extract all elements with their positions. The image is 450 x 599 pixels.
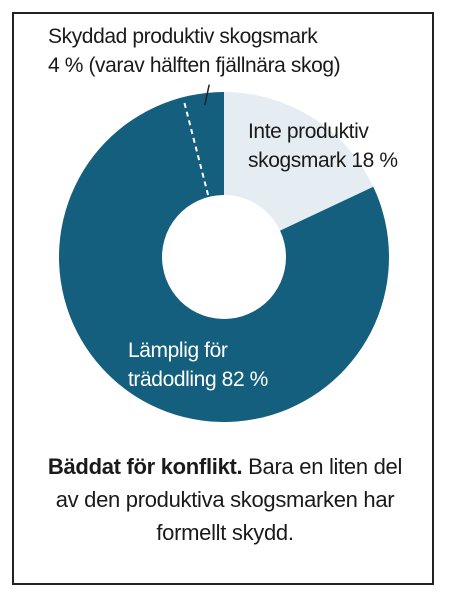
- subsegment-value-label: 4 %: [48, 54, 83, 77]
- category-label: Lämplig för trädodling: [128, 339, 228, 391]
- subsegment-label: Skyddad produktiv skogsmark 4 % (varav h…: [48, 22, 438, 80]
- subsegment-name: Skyddad produktiv skogsmark: [48, 25, 318, 48]
- category-label: Inte produktiv skogsmark: [248, 120, 369, 172]
- value-label: 18 %: [351, 149, 398, 172]
- donut-segment: [59, 92, 389, 422]
- subsegment-line: 4 % (varav hälften fjällnära skog): [48, 51, 438, 80]
- subsegment-note: (varav hälften fjällnära skog): [88, 54, 341, 77]
- leader-line: [204, 84, 210, 106]
- segment-label: Inte produktiv skogsmark 18 %: [248, 117, 413, 175]
- frame: [12, 12, 434, 585]
- caption: Bäddat för konflikt. Bara en liten del a…: [38, 450, 412, 549]
- subsegment-divider: [182, 98, 210, 196]
- caption-text: Bara en liten del av den produktiva skog…: [55, 454, 403, 545]
- donut-segment: [224, 92, 374, 231]
- title: Bäddat för konflikt.: [47, 454, 243, 479]
- value-label: 82 %: [221, 368, 269, 391]
- segment-label: Lämplig för trädodling 82 %: [128, 336, 293, 394]
